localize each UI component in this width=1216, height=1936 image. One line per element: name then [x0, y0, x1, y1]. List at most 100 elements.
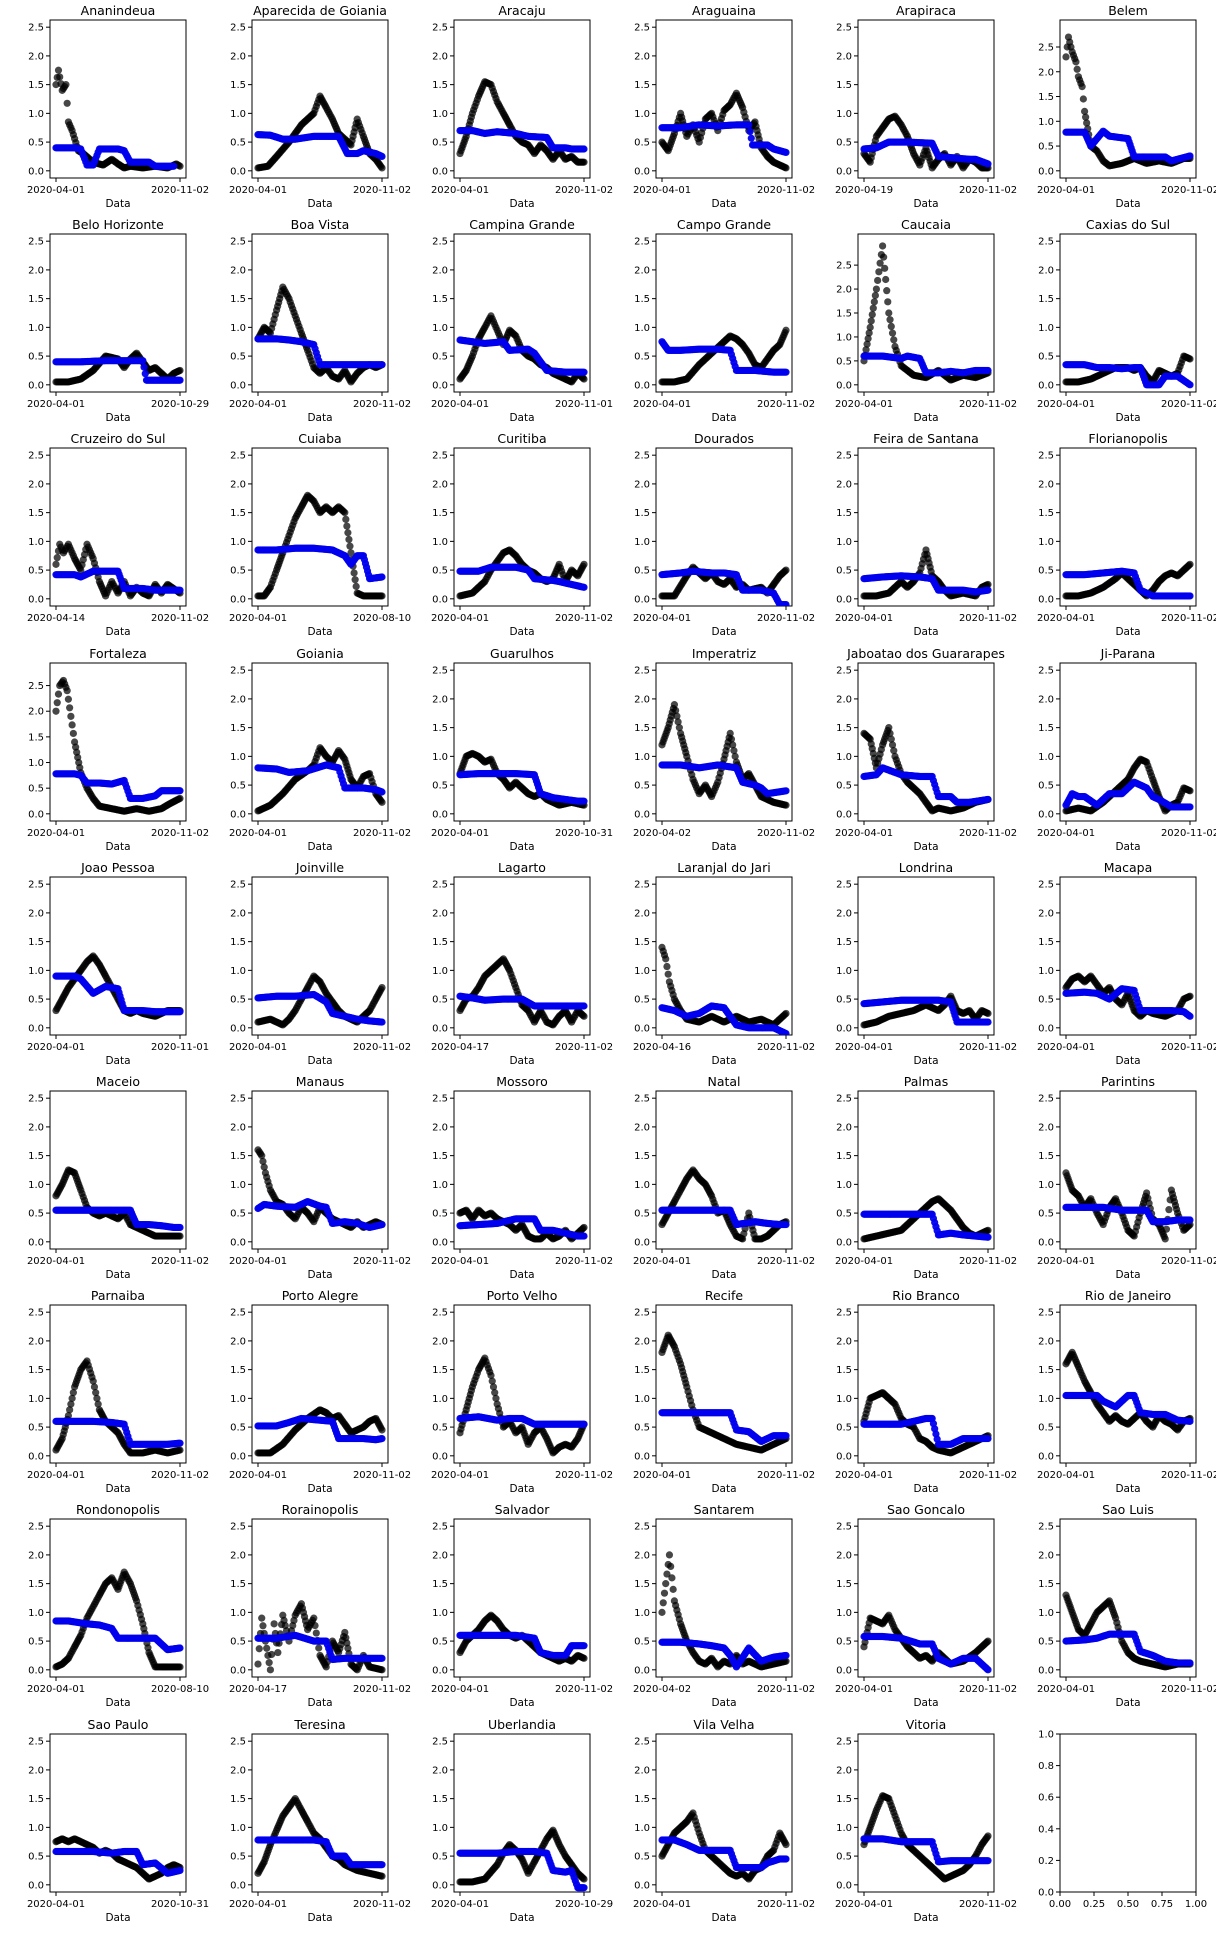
y-tick-label: 0.5 — [1038, 142, 1054, 153]
y-tick-label: 2.5 — [836, 261, 852, 272]
observed-point — [346, 542, 354, 551]
chart-title: Belo Horizonte — [72, 217, 164, 232]
y-tick-label: 2.5 — [28, 237, 44, 248]
x-tick-label: 2020-11-02 — [151, 828, 209, 839]
y-tick-label: 1.0 — [836, 109, 852, 120]
x-tick-label: 2020-04-01 — [1037, 185, 1095, 196]
y-tick-label: 0.5 — [230, 566, 246, 577]
y-tick-label: 2.5 — [28, 681, 44, 692]
scatter-series-group — [456, 546, 588, 600]
y-tick-label: 2.5 — [432, 665, 448, 676]
observed-point — [882, 276, 890, 284]
observed-point — [1186, 561, 1194, 569]
observed-point — [863, 340, 871, 348]
x-tick-label: 2020-11-02 — [555, 613, 613, 624]
x-tick-label: 2020-04-01 — [431, 185, 489, 196]
y-tick-label: 2.0 — [28, 51, 44, 62]
y-tick-label: 1.5 — [432, 723, 448, 734]
y-tick-label: 2.0 — [634, 266, 650, 277]
observed-point — [378, 164, 386, 172]
y-tick-label: 1.0 — [634, 537, 650, 548]
observed-point — [176, 367, 184, 375]
x-tick-label: 2020-11-01 — [555, 399, 613, 410]
y-tick-label: 2.0 — [230, 694, 246, 705]
y-tick-label: 0.0 — [836, 381, 852, 392]
y-tick-label: 0.5 — [836, 357, 852, 368]
y-tick-label: 0.5 — [28, 352, 44, 363]
observed-point — [885, 309, 893, 317]
x-axis-label: Data — [711, 626, 736, 638]
scatter-series-group — [1062, 561, 1194, 600]
y-tick-label: 2.0 — [28, 266, 44, 277]
x-tick-label: 2020-04-01 — [27, 399, 85, 410]
x-tick-label: 2020-11-02 — [959, 185, 1017, 196]
chart-panel: Aparecida de Goiania0.00.51.01.52.02.520… — [229, 3, 411, 210]
y-tick-label: 0.0 — [634, 595, 650, 606]
y-tick-label: 0.0 — [836, 166, 852, 177]
y-tick-label: 2.5 — [634, 237, 650, 248]
y-tick-label: 0.0 — [432, 381, 448, 392]
chart-title: Curitiba — [497, 431, 546, 446]
y-tick-label: 1.0 — [28, 109, 44, 120]
observed-point — [886, 316, 894, 324]
observed-point — [1186, 355, 1194, 363]
observed-point — [1073, 65, 1081, 73]
observed-point — [343, 522, 351, 531]
y-tick-label: 1.5 — [230, 509, 246, 520]
fitted-point — [580, 368, 588, 376]
y-tick-label: 2.5 — [230, 665, 246, 676]
chart-panel: Belo Horizonte0.00.51.01.52.02.52020-04-… — [27, 217, 209, 424]
plot-frame — [453, 19, 591, 179]
y-tick-label: 2.0 — [230, 266, 246, 277]
chart-title: Caxias do Sul — [1086, 217, 1170, 232]
x-tick-label: 2020-04-01 — [229, 613, 287, 624]
x-tick-label: 2020-11-02 — [959, 399, 1017, 410]
x-tick-label: 2020-04-01 — [633, 399, 691, 410]
x-tick-label: 2020-10-29 — [151, 399, 209, 410]
x-axis-label: Data — [509, 841, 534, 853]
x-tick-label: 2020-11-02 — [1161, 399, 1216, 410]
x-tick-label: 2020-04-01 — [27, 185, 85, 196]
observed-point — [880, 253, 888, 261]
plot-frame — [251, 233, 389, 393]
y-tick-label: 2.0 — [836, 480, 852, 491]
y-tick-label: 1.0 — [1038, 537, 1054, 548]
plot-frame — [453, 447, 591, 607]
y-tick-label: 0.5 — [28, 138, 44, 149]
fitted-point — [782, 368, 790, 376]
y-tick-label: 0.0 — [432, 595, 448, 606]
y-tick-label: 0.5 — [432, 780, 448, 791]
observed-point — [879, 242, 887, 250]
y-tick-label: 2.5 — [432, 451, 448, 462]
y-tick-label: 2.5 — [230, 451, 246, 462]
fitted-point — [139, 357, 147, 365]
observed-point — [865, 329, 873, 337]
plot-frame — [251, 662, 389, 822]
y-tick-label: 2.0 — [1038, 67, 1054, 78]
observed-point — [53, 698, 61, 706]
scatter-series-group — [658, 564, 790, 607]
scatter-series-group — [658, 89, 790, 172]
y-tick-label: 2.0 — [432, 480, 448, 491]
x-tick-label: 2020-10-31 — [555, 828, 613, 839]
observed-point — [782, 566, 790, 575]
observed-point — [876, 259, 884, 267]
scatter-series-group — [1062, 352, 1194, 389]
y-tick-label: 1.0 — [230, 537, 246, 548]
plot-frame — [251, 19, 389, 179]
fitted-point — [170, 162, 178, 170]
x-tick-label: 2020-11-02 — [151, 613, 209, 624]
observed-point — [875, 268, 883, 276]
x-axis-label: Data — [711, 412, 736, 424]
x-axis-label: Data — [1115, 198, 1140, 210]
y-tick-label: 2.5 — [1038, 237, 1054, 248]
y-tick-label: 1.5 — [230, 723, 246, 734]
observed-point — [68, 720, 76, 729]
y-tick-label: 0.5 — [1038, 352, 1054, 363]
observed-point — [66, 703, 74, 711]
y-tick-label: 2.5 — [230, 23, 246, 34]
